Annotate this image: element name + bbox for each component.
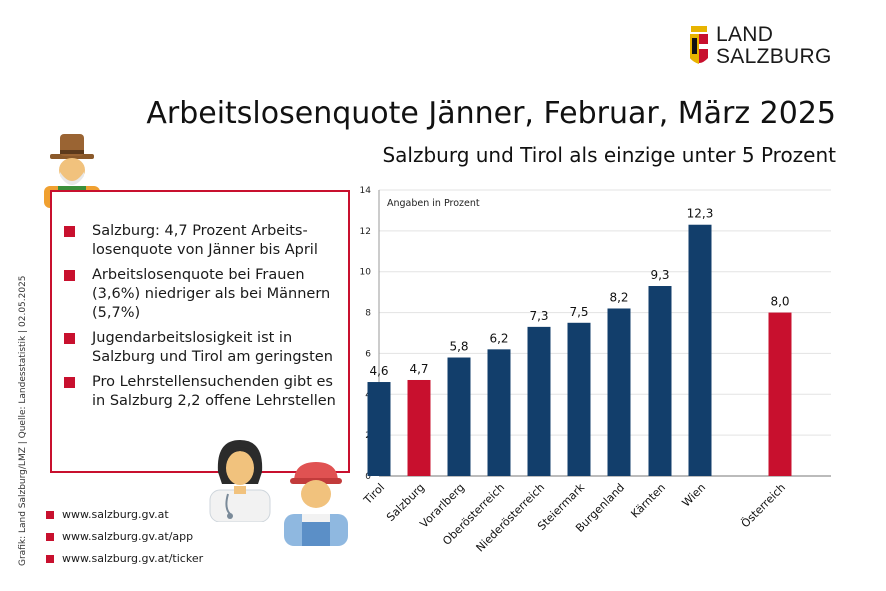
bar-value-label: 9,3 [650, 268, 669, 282]
x-tick-label: Niederösterreich [474, 481, 548, 555]
y-tick-label: 10 [360, 268, 372, 278]
chart-annotation: Angaben in Prozent [387, 198, 480, 209]
bar-value-label: 7,5 [569, 305, 588, 319]
worker-icon [284, 462, 348, 546]
bar-value-label: 8,0 [770, 295, 789, 309]
bar [487, 349, 511, 476]
bar-chart: 02468101214Angaben in Prozent4,6Tirol4,7… [360, 186, 831, 555]
bar [447, 357, 471, 476]
x-tick-label: Kärnten [628, 481, 668, 521]
x-tick-label: Österreich [739, 481, 788, 530]
page-title: Arbeitslosenquote Jänner, Februar, März … [146, 96, 836, 131]
brand-line2: SALZBURG [716, 45, 832, 68]
brand-line1: LAND [716, 23, 774, 46]
y-tick-label: 14 [360, 186, 372, 196]
coat-of-arms-icon [690, 26, 708, 64]
bar-value-label: 7,3 [529, 309, 548, 323]
bar-value-label: 5,8 [449, 340, 468, 354]
info-box: Salzburg: 4,7 Prozent Arbeits-losenquote… [50, 190, 350, 473]
link-website[interactable]: www.salzburg.gv.at [46, 508, 203, 530]
bar [567, 322, 591, 476]
y-tick-label: 6 [365, 349, 371, 359]
bar [768, 312, 792, 476]
source-credit: Grafik: Land Salzburg/LMZ | Quelle: Land… [18, 275, 28, 566]
link-app[interactable]: www.salzburg.gv.at/app [46, 530, 203, 552]
y-tick-label: 12 [360, 227, 371, 237]
bar [367, 382, 391, 476]
info-bullets: Salzburg: 4,7 Prozent Arbeits-losenquote… [64, 222, 350, 417]
bar-value-label: 12,3 [687, 207, 714, 221]
link-list: www.salzburg.gv.at www.salzburg.gv.at/ap… [46, 508, 203, 574]
link-ticker[interactable]: www.salzburg.gv.at/ticker [46, 552, 203, 574]
bar [527, 326, 551, 476]
x-tick-label: Wien [680, 481, 709, 510]
bar-value-label: 4,6 [369, 364, 388, 378]
bar [648, 286, 672, 476]
info-bullet: Pro Lehrstellensuchenden gibt es in Salz… [64, 373, 350, 411]
info-bullet: Salzburg: 4,7 Prozent Arbeits-losenquote… [64, 222, 350, 260]
bar [607, 308, 631, 476]
bar [407, 379, 431, 476]
y-tick-label: 8 [365, 309, 371, 319]
x-tick-label: Tirol [361, 481, 388, 508]
bar [688, 224, 712, 476]
doctor-icon [209, 440, 271, 522]
info-bullet: Jugendarbeitslosigkeit ist in Salzburg u… [64, 329, 350, 367]
bar-value-label: 8,2 [609, 290, 628, 304]
page-subtitle: Salzburg und Tirol als einzige unter 5 P… [382, 143, 836, 167]
bar-value-label: 6,2 [489, 331, 508, 345]
bar-value-label: 4,7 [409, 362, 428, 376]
y-tick-label: 0 [365, 472, 371, 482]
land-salzburg-logo: LAND SALZBURG [688, 24, 848, 76]
info-bullet: Arbeitslosenquote bei Frauen (3,6%) nied… [64, 266, 350, 323]
